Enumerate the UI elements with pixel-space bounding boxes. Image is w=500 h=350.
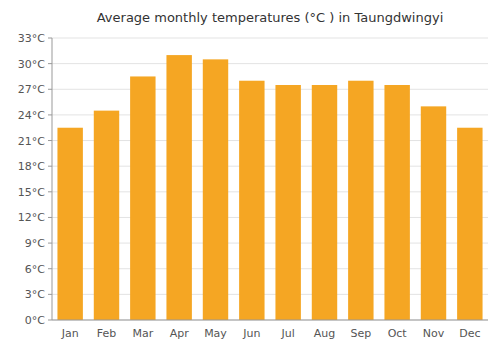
grid-line [52, 89, 488, 90]
bar [239, 81, 264, 320]
tick-mark [48, 63, 52, 64]
category-label: Aug [314, 327, 335, 340]
y-axis: 0°C 3°C 6°C 9°C 12°C 15°C 18°C 21°C 24°C 27°C 30°C… [18, 32, 52, 327]
bars [57, 55, 482, 320]
bar [421, 106, 446, 320]
bar [275, 85, 300, 320]
bar [348, 81, 373, 320]
tick-label: 0°C [25, 314, 45, 327]
tick-label: 30°C [18, 58, 45, 71]
grid-line [52, 38, 488, 39]
tick-mark [48, 140, 52, 141]
y-axis-line [52, 38, 53, 320]
category-label: Jun [242, 327, 260, 340]
tick-mark [48, 217, 52, 218]
tick-mark [48, 294, 52, 295]
tick-mark [48, 243, 52, 244]
title: Average monthly temperatures (°C ) in Ta… [97, 10, 444, 25]
tick-label: 15°C [18, 186, 45, 199]
tick-mark [48, 268, 52, 269]
chart: Average monthly temperatures (°C ) in Ta… [0, 0, 500, 350]
x-axis: Jan Feb Mar Apr May Jun Jul Aug Sep Oct Nov Dec [52, 320, 488, 340]
category-label: Mar [132, 327, 153, 340]
bar [94, 111, 119, 320]
bar [203, 59, 228, 320]
bar [130, 76, 155, 320]
category-label: Apr [170, 327, 190, 340]
bar [312, 85, 337, 320]
bar [457, 128, 482, 320]
grid-line [52, 320, 488, 321]
category-label: Nov [423, 327, 445, 340]
category-label: Jan [61, 327, 79, 340]
category-label: Feb [97, 327, 116, 340]
tick-mark [48, 191, 52, 192]
tick-label: 12°C [18, 211, 45, 224]
tick-mark [48, 38, 52, 39]
tick-mark [48, 114, 52, 115]
tick-label: 21°C [18, 135, 45, 148]
tick-label: 24°C [18, 109, 45, 122]
tick-label: 33°C [18, 32, 45, 45]
tick-label: 3°C [25, 288, 45, 301]
bar [57, 128, 82, 320]
category-label: Oct [388, 327, 408, 340]
tick-label: 18°C [18, 160, 45, 173]
tick-label: 27°C [18, 83, 45, 96]
grid [52, 38, 488, 320]
tick-label: 9°C [25, 237, 45, 250]
tick-mark [48, 320, 52, 321]
x-axis-line [52, 320, 488, 321]
category-label: Dec [459, 327, 480, 340]
category-label: Jul [281, 327, 295, 340]
tick-mark [48, 166, 52, 167]
bar [384, 85, 409, 320]
tick-mark [48, 89, 52, 90]
grid-line [52, 63, 488, 64]
tick-label: 6°C [25, 263, 45, 276]
bar [166, 55, 191, 320]
category-label: May [204, 327, 227, 340]
category-label: Sep [350, 327, 371, 340]
